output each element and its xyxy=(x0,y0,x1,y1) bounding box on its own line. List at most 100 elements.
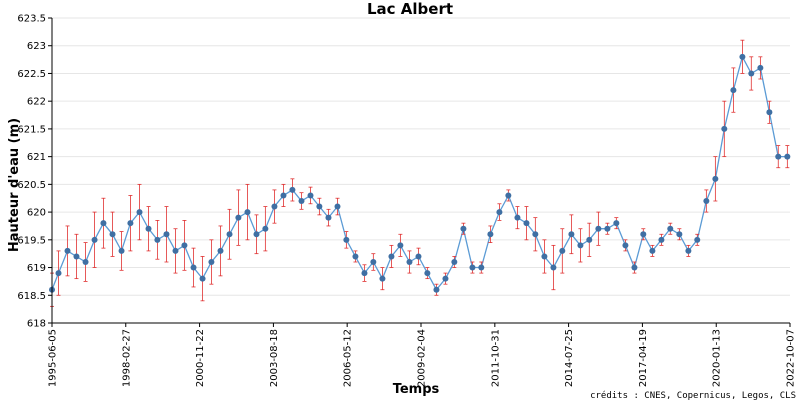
data-point xyxy=(730,87,737,94)
data-point xyxy=(703,198,710,204)
data-layer xyxy=(49,39,791,307)
y-tick-label: 621.5 xyxy=(17,124,46,135)
data-point xyxy=(361,270,368,277)
data-point xyxy=(532,231,539,238)
data-point xyxy=(559,247,566,254)
x-tick-label: 2000-11-22 xyxy=(195,329,206,387)
data-point xyxy=(181,242,188,249)
x-axis-label: Temps xyxy=(393,382,440,397)
y-tick-label: 619 xyxy=(27,263,46,274)
y-tick-label: 621 xyxy=(27,152,46,163)
y-ticks: 618 618.5 619 619.5 620 620.5 621 621.5 622 622.5… xyxy=(17,14,52,330)
data-point xyxy=(199,275,206,282)
data-point xyxy=(208,259,215,265)
data-point xyxy=(667,225,674,232)
data-point xyxy=(298,198,305,204)
y-axis-label: Hauteur d'eau (m) xyxy=(7,118,22,252)
y-tick-label: 618 xyxy=(27,319,46,330)
data-point xyxy=(541,253,548,260)
x-tick-label: 2022-10-07 xyxy=(786,329,797,387)
data-point xyxy=(433,286,440,293)
data-point xyxy=(190,264,197,271)
data-point xyxy=(109,231,116,238)
y-tick-label: 619.5 xyxy=(17,235,46,246)
data-point xyxy=(694,236,701,243)
data-point xyxy=(469,264,476,271)
data-point xyxy=(649,247,656,254)
axes xyxy=(51,18,790,324)
data-point xyxy=(163,231,170,238)
data-point xyxy=(73,253,80,260)
data-point xyxy=(757,64,764,71)
data-point xyxy=(514,214,521,221)
x-tick-label: 2009-02-04 xyxy=(417,329,428,387)
data-point xyxy=(136,209,143,216)
data-point xyxy=(253,231,260,238)
data-point xyxy=(658,236,665,243)
x-tick-label: 2006-05-12 xyxy=(343,329,354,387)
x-tick-label: 2003-08-18 xyxy=(269,329,280,387)
data-point xyxy=(334,203,341,210)
data-point xyxy=(172,247,179,254)
data-point xyxy=(784,153,791,160)
y-tick-label: 620 xyxy=(27,208,46,219)
data-point xyxy=(118,247,125,254)
data-point xyxy=(127,220,134,227)
grid xyxy=(52,17,790,324)
chart-title: Lac Albert xyxy=(367,0,453,18)
x-tick-label: 2011-10-31 xyxy=(490,329,501,387)
data-point xyxy=(523,220,530,227)
data-point xyxy=(775,153,782,160)
data-point xyxy=(352,253,359,260)
data-point xyxy=(406,259,413,265)
data-point xyxy=(226,231,233,238)
data-point xyxy=(496,209,503,216)
data-point xyxy=(568,231,575,238)
y-tick-label: 623.5 xyxy=(17,14,46,25)
data-point xyxy=(64,247,71,254)
data-point xyxy=(631,264,638,271)
x-tick-label: 1998-02-27 xyxy=(121,329,132,387)
data-point xyxy=(622,242,629,249)
data-point xyxy=(154,236,161,243)
data-point xyxy=(442,275,449,282)
data-point xyxy=(397,242,404,249)
data-point xyxy=(613,220,620,227)
data-point xyxy=(721,125,728,132)
data-point xyxy=(379,275,386,282)
data-point xyxy=(316,203,323,210)
data-point xyxy=(244,209,251,216)
data-point xyxy=(100,220,107,227)
x-tick-label: 2014-07-25 xyxy=(564,329,575,387)
y-tick-label: 620.5 xyxy=(17,180,46,191)
x-tick-label: 1995-06-05 xyxy=(48,329,59,387)
data-point xyxy=(262,225,269,232)
data-point xyxy=(550,264,557,271)
data-point xyxy=(424,270,431,277)
credits-text: crédits : CNES, Copernicus, Legos, CLS xyxy=(590,390,796,400)
data-point xyxy=(766,109,773,116)
data-point xyxy=(82,259,89,265)
data-point xyxy=(55,270,62,277)
x-tick-label: 2017-04-19 xyxy=(638,329,649,387)
data-point xyxy=(685,247,692,254)
y-tick-label: 618.5 xyxy=(17,291,46,302)
data-point xyxy=(748,70,755,77)
data-point xyxy=(451,259,458,265)
data-point xyxy=(280,192,287,199)
data-point xyxy=(595,225,602,232)
data-point xyxy=(577,242,584,249)
data-point xyxy=(145,225,152,232)
data-point xyxy=(271,203,278,210)
data-point xyxy=(505,192,512,199)
data-point xyxy=(478,264,485,271)
data-point xyxy=(325,214,332,221)
data-point xyxy=(235,214,242,221)
data-point xyxy=(460,225,467,232)
data-point xyxy=(604,225,611,232)
y-tick-label: 622 xyxy=(27,97,46,108)
data-point xyxy=(712,175,719,182)
data-point xyxy=(676,231,683,238)
data-point xyxy=(91,236,98,243)
